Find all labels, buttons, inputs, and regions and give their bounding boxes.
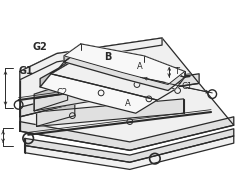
Polygon shape [20,38,199,117]
Polygon shape [81,44,185,77]
Polygon shape [34,75,175,111]
Text: G1: G1 [18,66,33,76]
Polygon shape [34,83,68,111]
Text: B: B [104,52,112,62]
Polygon shape [64,44,81,62]
Polygon shape [20,83,234,150]
Polygon shape [76,50,185,83]
Polygon shape [51,62,175,100]
Text: A: A [136,62,142,71]
Polygon shape [64,50,185,91]
Text: C2: C2 [56,88,67,97]
Polygon shape [20,74,199,117]
Polygon shape [24,129,234,162]
Polygon shape [36,99,184,126]
Polygon shape [71,56,180,89]
Polygon shape [64,44,185,85]
Text: T: T [174,67,179,76]
Text: A: A [124,99,130,108]
Polygon shape [20,38,162,80]
Text: C1: C1 [182,82,193,91]
Polygon shape [40,56,76,87]
Polygon shape [20,117,234,150]
Polygon shape [40,74,157,113]
Text: G2: G2 [33,42,48,52]
Polygon shape [36,101,75,126]
Polygon shape [59,50,81,68]
Polygon shape [24,136,234,169]
Polygon shape [71,56,180,89]
